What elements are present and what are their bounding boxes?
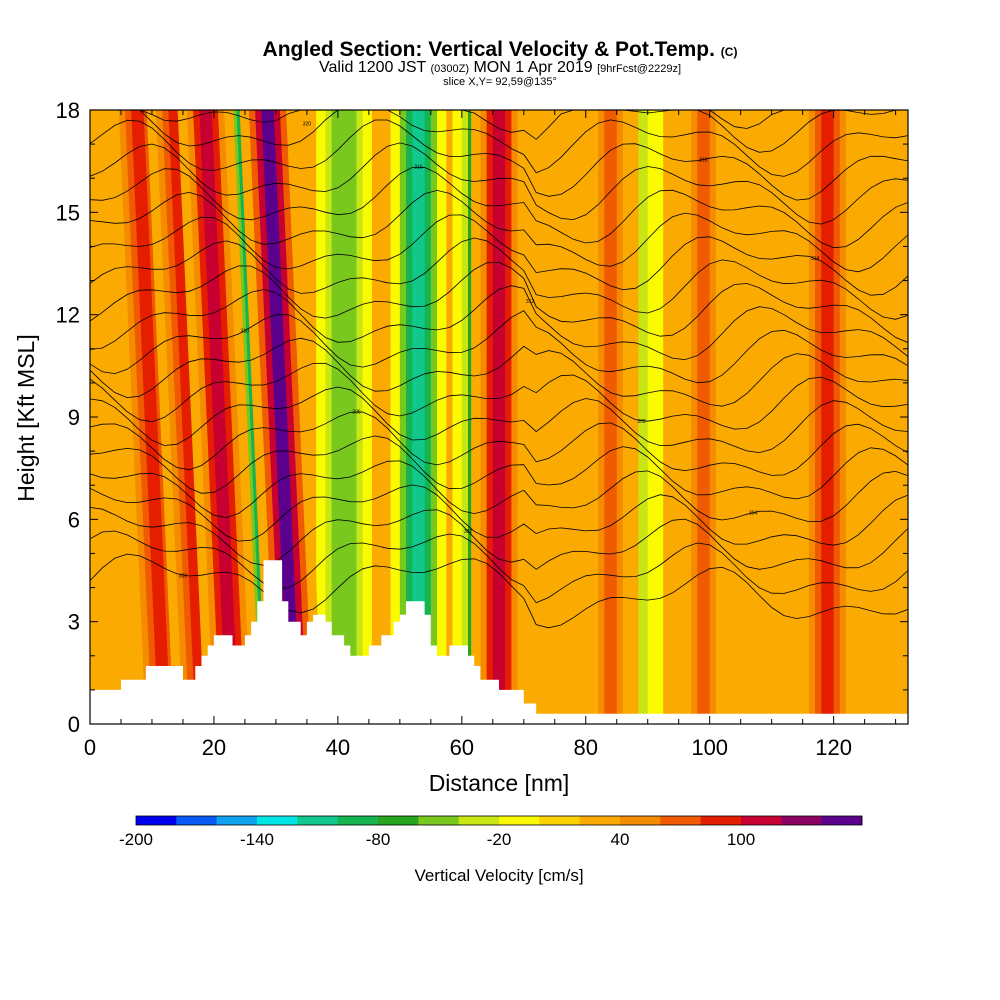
theta-contour	[90, 386, 908, 454]
theta-contour	[90, 411, 908, 476]
theta-contour	[90, 110, 908, 177]
colorbar-swatch	[458, 816, 500, 825]
contour-label: 304	[749, 510, 758, 516]
valid-date: MON 1 Apr 2019	[473, 59, 593, 76]
copyright-mark: (C)	[720, 45, 738, 59]
contour-label: 320	[303, 122, 312, 128]
updraft-band	[492, 110, 506, 724]
contour-label: 318	[699, 157, 708, 163]
theta-contour	[90, 337, 908, 407]
colorbar-swatch	[136, 816, 177, 825]
x-tick-label: 120	[815, 735, 852, 760]
contour-label: 300	[179, 573, 188, 579]
contour-label: 312	[526, 299, 535, 305]
y-axis-label: Height [Kft MSL]	[13, 334, 39, 501]
y-tick-label: 0	[68, 712, 80, 737]
theta-contour	[90, 189, 908, 273]
theta-contour	[90, 285, 908, 361]
theta-contour	[90, 484, 908, 546]
updraft-band	[821, 110, 834, 724]
updraft-band	[199, 110, 239, 724]
colorbar-tick-label: 40	[611, 830, 630, 849]
theta-contour	[90, 362, 908, 430]
theta-contour	[90, 435, 908, 500]
colorbar-tick-label: -80	[366, 830, 391, 849]
colorbar-swatch	[821, 816, 863, 825]
colorbar-swatch	[700, 816, 742, 825]
chart-subtitle: Valid 1200 JST (0300Z) MON 1 Apr 2019 [9…	[0, 59, 1000, 77]
y-tick-label: 18	[56, 98, 80, 123]
x-tick-label: 60	[450, 735, 474, 760]
y-tick-label: 9	[68, 405, 80, 430]
colorbar-label: Vertical Velocity [cm/s]	[414, 866, 583, 885]
theta-contour	[90, 507, 908, 570]
colorbar-swatch	[499, 816, 540, 825]
y-tick-label: 3	[68, 610, 80, 635]
colorbar-tick-label: -140	[240, 830, 274, 849]
contour-label: 308	[637, 419, 646, 425]
x-tick-label: 0	[84, 735, 96, 760]
colorbar-swatch	[539, 816, 581, 825]
theta-contour	[90, 166, 908, 249]
theta-contour	[90, 553, 908, 629]
contour-label: 310	[241, 329, 250, 335]
colorbar-frame	[135, 815, 863, 826]
downdraft-band	[337, 110, 351, 724]
y-tick-label: 6	[68, 507, 80, 532]
theta-contour	[90, 110, 908, 153]
colorbar-swatch	[781, 816, 823, 825]
colorbar-swatch	[660, 816, 702, 825]
colorbar-swatch	[579, 816, 621, 825]
contour-label: 316	[414, 165, 423, 171]
contour-label: 306	[352, 409, 361, 415]
valid-time: Valid 1200 JST	[318, 59, 427, 76]
colorbar-swatch	[337, 816, 379, 825]
chart-title-text: Angled Section: Vertical Velocity & Pot.…	[262, 38, 715, 61]
slice-info: slice X,Y= 92,59@135°	[443, 76, 557, 88]
colorbar-tick-label: -200	[119, 830, 153, 849]
theta-contour	[90, 119, 908, 201]
y-tick-label: 12	[56, 303, 80, 328]
colorbar-swatch	[176, 816, 218, 825]
theta-contour	[90, 530, 908, 604]
colorbar-swatch	[257, 816, 298, 825]
contour-labels: 300 302 304 306 308 310 312 314 316 318 320	[179, 122, 820, 580]
x-tick-label: 40	[326, 735, 350, 760]
x-axis: 0 20 40 60 80 100 120	[84, 110, 897, 760]
colorbar-swatch	[297, 816, 339, 825]
colorbar-swatch	[620, 816, 661, 825]
colorbar-swatch	[378, 816, 419, 825]
theta-contour	[90, 261, 908, 343]
theta-contour	[90, 460, 908, 523]
theta-contour	[90, 214, 908, 296]
x-axis-label: Distance [nm]	[429, 770, 570, 796]
x-tick-label: 20	[202, 735, 226, 760]
forecast-info: [9hrFcst@2229z]	[597, 63, 682, 75]
chart-title: Angled Section: Vertical Velocity & Pot.…	[0, 38, 1000, 62]
updraft-band	[604, 110, 617, 724]
updraft-band	[131, 110, 171, 724]
contour-label: 302	[464, 529, 473, 535]
colorbar-tick-label: 100	[727, 830, 755, 849]
colorbar-swatch	[216, 816, 258, 825]
colorbar-swatch	[741, 816, 782, 825]
colorbar-swatch	[418, 816, 460, 825]
downdraft-band	[412, 110, 425, 724]
terrain	[90, 560, 908, 724]
colorbar-tick-label: -20	[487, 830, 512, 849]
y-tick-label: 15	[56, 200, 80, 225]
theta-contour	[90, 310, 908, 384]
contour-label: 314	[811, 256, 820, 262]
updraft-band	[261, 110, 301, 724]
valid-zulu: (0300Z)	[430, 63, 469, 75]
colorbar: -200 -140 -80 -20 40 100	[119, 815, 863, 849]
x-tick-label: 80	[574, 735, 598, 760]
y-axis: 0 3 6 9 12 15 18	[56, 98, 908, 737]
theta-contour	[90, 142, 908, 225]
x-tick-label: 100	[691, 735, 728, 760]
theta-contour	[90, 237, 908, 320]
plot-area: 300 302 304 306 308 310 312 314 316 318 320	[90, 110, 908, 724]
